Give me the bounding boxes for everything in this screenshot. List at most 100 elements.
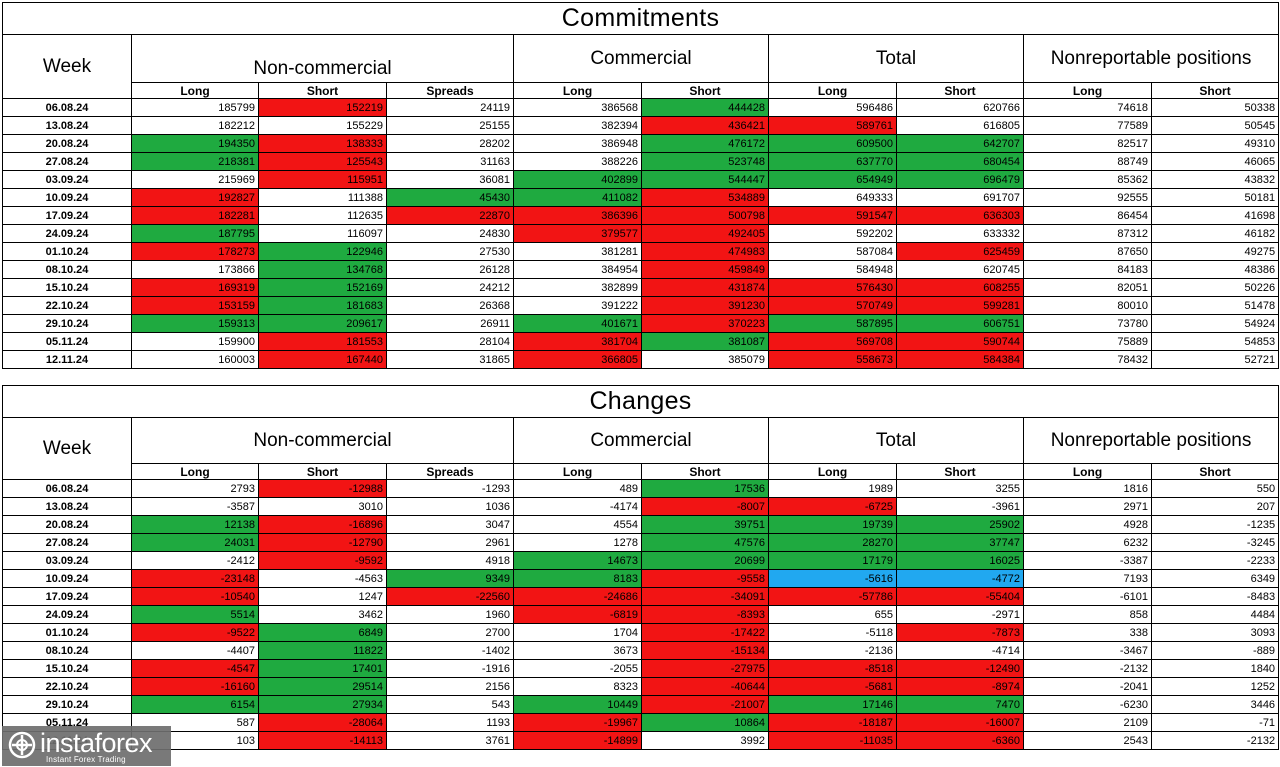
value-cell: 3446 [1150,695,1280,714]
value-cell: 474983 [641,242,769,261]
value-cell: 17536 [641,479,769,498]
value-cell: 115951 [258,170,387,189]
value-cell: 14673 [513,551,642,570]
value-cell: 3010 [258,497,387,516]
value-cell: 2543 [1023,731,1152,750]
week-cell: 22.10.24 [2,296,132,315]
subheader-spreads: Spreads [386,463,514,480]
value-cell: 391222 [513,296,642,315]
value-cell: 11822 [258,641,387,660]
week-cell: 27.08.24 [2,533,132,552]
week-cell: 10.09.24 [2,188,132,207]
value-cell: 402899 [513,170,642,189]
value-cell: 459849 [641,260,769,279]
value-cell: 384954 [513,260,642,279]
week-cell: 27.08.24 [2,152,132,171]
value-cell: -4563 [258,569,387,588]
subheader-short: Short [258,463,387,480]
value-cell: -17422 [641,623,769,642]
value-cell: 2793 [131,479,259,498]
value-cell: 606751 [896,314,1024,333]
value-cell: -9522 [131,623,259,642]
value-cell: -16896 [258,515,387,534]
value-cell: 7470 [896,695,1024,714]
week-cell: 24.09.24 [2,224,132,243]
group-commercial: Commercial [513,34,769,83]
value-cell: 381281 [513,242,642,261]
value-cell: 22870 [386,206,514,225]
value-cell: 86454 [1023,206,1152,225]
value-cell: 153159 [131,296,259,315]
value-cell: 46065 [1150,152,1280,171]
value-cell: 27530 [386,242,514,261]
value-cell: 54924 [1150,314,1280,333]
value-cell: 152169 [258,278,387,297]
commitments-section: Commitments Week Non-commercial Commerci… [1,2,1280,369]
value-cell: 28270 [768,533,897,552]
value-cell: -10540 [131,587,259,606]
value-cell: 80010 [1023,296,1152,315]
value-cell: -23148 [131,569,259,588]
value-cell: -8007 [641,497,769,516]
week-cell: 10.09.24 [2,569,132,588]
table-row: 27.08.24 24031 -12790 2961 1278 47576 28270 377… [2,533,1280,552]
value-cell: 655 [768,605,897,624]
value-cell: 31163 [386,152,514,171]
value-cell: 591547 [768,206,897,225]
group-non-commercial: Non-commercial [131,417,514,464]
value-cell: -3467 [1023,641,1152,660]
value-cell: 599281 [896,296,1024,315]
value-cell: -3387 [1023,551,1152,570]
table-row: 01.10.24 -9522 6849 2700 1704 -17422 -5118 -787… [2,623,1280,642]
value-cell: 2971 [1023,497,1152,516]
value-cell: -12490 [896,659,1024,678]
value-cell: 182281 [131,206,259,225]
value-cell: -3961 [896,497,1024,516]
group-non-commercial: Non-commercial [131,34,514,83]
value-cell: 691707 [896,188,1024,207]
value-cell: -1235 [1150,515,1280,534]
value-cell: 609500 [768,134,897,153]
value-cell: 636303 [896,206,1024,225]
value-cell: -2136 [768,641,897,660]
value-cell: 382394 [513,116,642,135]
week-cell: 15.10.24 [2,659,132,678]
changes-section: Changes Week Non-commercial Commercial T… [1,385,1280,750]
table-row: 15.10.24 169319 152169 24212 382899 431874 576… [2,278,1280,297]
value-cell: 26368 [386,296,514,315]
value-cell: 1193 [386,713,514,732]
value-cell: -2971 [896,605,1024,624]
week-cell: 17.09.24 [2,206,132,225]
value-cell: 27934 [258,695,387,714]
value-cell: 169319 [131,278,259,297]
value-cell: 381704 [513,332,642,351]
week-header: Week [2,417,132,480]
value-cell: -8974 [896,677,1024,696]
value-cell: 590744 [896,332,1024,351]
value-cell: 28202 [386,134,514,153]
value-cell: 112635 [258,206,387,225]
value-cell: 50338 [1150,98,1280,117]
value-cell: 87650 [1023,242,1152,261]
table-row: 29.10.24 159313 209617 26911 401671 370223 587… [2,314,1280,333]
value-cell: 17146 [768,695,897,714]
value-cell: 1247 [258,587,387,606]
value-cell: 6154 [131,695,259,714]
watermark-brand: instaforex [40,728,153,758]
value-cell: 620745 [896,260,1024,279]
table-row: 29.10.24 6154 27934 543 10449 -21007 17146 7470… [2,695,1280,714]
table-row: 27.08.24 218381 125543 31163 388226 523748 637… [2,152,1280,171]
value-cell: 26911 [386,314,514,333]
value-cell: 633332 [896,224,1024,243]
value-cell: 85362 [1023,170,1152,189]
week-cell: 13.08.24 [2,497,132,516]
table-row: 24.09.24 187795 116097 24830 379577 492405 592… [2,224,1280,243]
table-row: 17.09.24 -10540 1247 -22560 -24686 -34091 -577… [2,587,1280,606]
value-cell: 386396 [513,206,642,225]
table-row: 12.11.24 160003 167440 31865 366805 385079 558… [2,350,1280,369]
value-cell: 7193 [1023,569,1152,588]
value-cell: 52721 [1150,350,1280,369]
value-cell: 26128 [386,260,514,279]
value-cell: 543 [386,695,514,714]
commitments-title: Commitments [1,2,1280,35]
